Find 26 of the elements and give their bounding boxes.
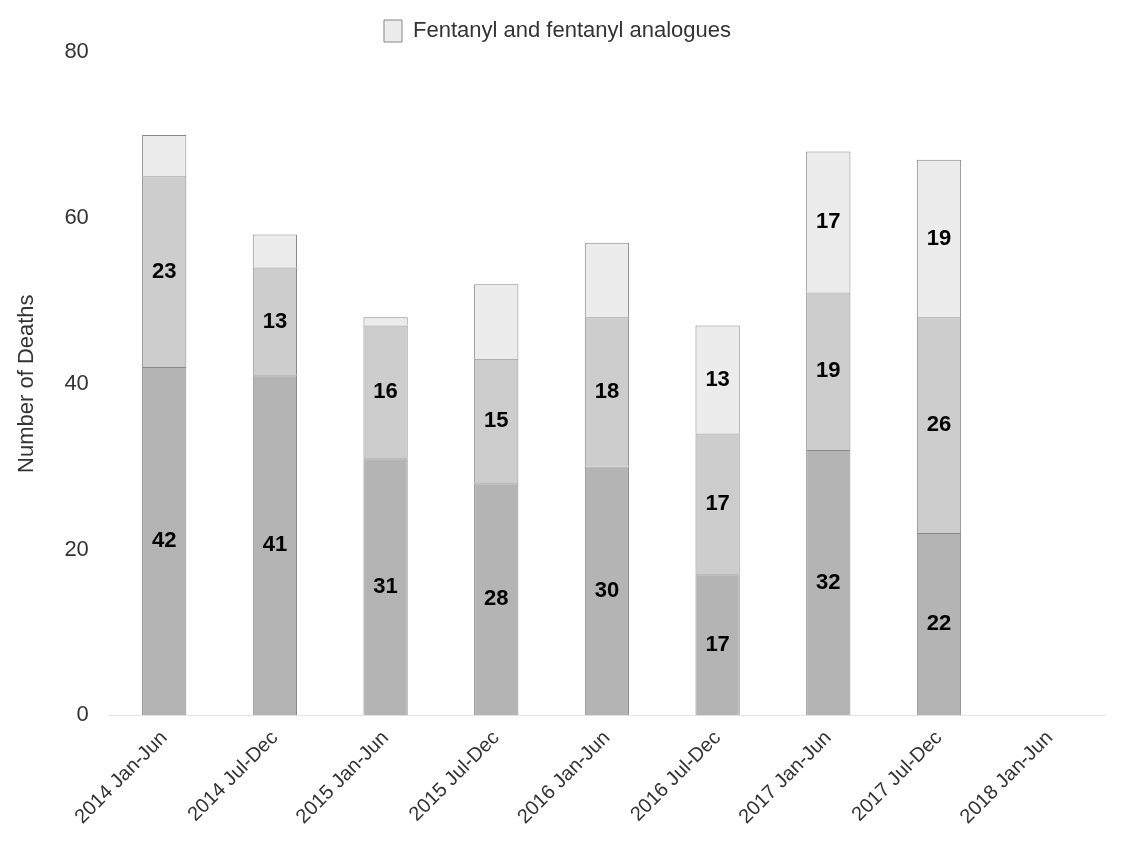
data-label: 17 — [816, 208, 841, 234]
y-tick-label: 60 — [64, 203, 89, 229]
data-label: 19 — [926, 224, 952, 250]
data-label: 42 — [151, 527, 177, 553]
data-label: 30 — [594, 577, 620, 603]
data-label: 17 — [705, 630, 730, 656]
data-label: 16 — [373, 378, 398, 404]
data-label: 22 — [926, 610, 952, 636]
data-label: 32 — [816, 568, 841, 594]
y-axis-title: Number of Deaths — [13, 294, 39, 473]
data-label: 19 — [816, 357, 841, 383]
data-label: 17 — [705, 489, 730, 515]
data-label: 13 — [262, 307, 288, 333]
data-label: 31 — [373, 572, 398, 598]
data-label: 28 — [484, 585, 509, 611]
y-tick-label: 40 — [64, 369, 89, 395]
y-tick-label: 80 — [64, 38, 89, 64]
legend-label: Fentanyl and fentanyl analogues — [412, 17, 732, 43]
y-tick-label: 20 — [64, 535, 89, 561]
data-label: 23 — [151, 257, 177, 283]
y-tick-label: 0 — [76, 701, 89, 727]
data-label: 26 — [926, 411, 952, 437]
data-label: 15 — [484, 407, 509, 433]
data-label: 13 — [705, 365, 730, 391]
data-label: 18 — [594, 378, 620, 404]
data-label: 41 — [262, 531, 288, 557]
